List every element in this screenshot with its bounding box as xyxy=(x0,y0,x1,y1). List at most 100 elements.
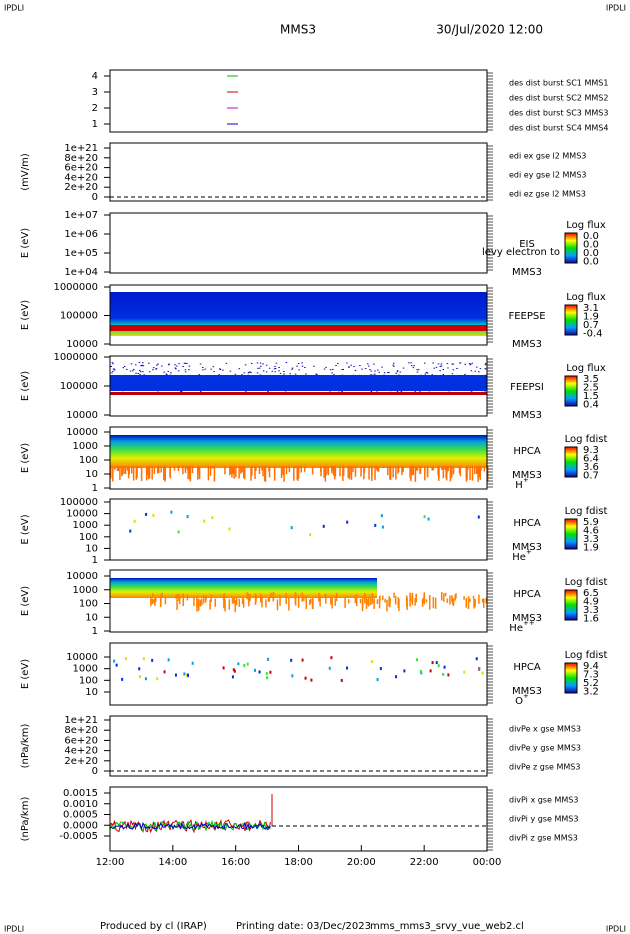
speck xyxy=(123,366,126,368)
speck xyxy=(255,466,257,471)
speck xyxy=(340,678,343,682)
speck xyxy=(368,466,370,480)
speck xyxy=(298,466,300,469)
colorbar xyxy=(564,304,578,336)
colorbar-label: 9.3 xyxy=(583,445,599,456)
legend-entry: des dist burst SC1 MMS1 xyxy=(509,79,608,88)
speck xyxy=(187,466,189,480)
speck xyxy=(116,466,119,471)
speck xyxy=(112,370,114,372)
speck xyxy=(148,362,150,364)
speck xyxy=(316,374,318,376)
y-tick-label: 1 xyxy=(92,119,98,130)
speck xyxy=(400,390,403,392)
speck xyxy=(127,466,130,479)
speck xyxy=(330,597,332,605)
speck xyxy=(378,597,381,609)
speck xyxy=(464,373,466,375)
speck xyxy=(419,669,422,673)
legend-entry: divPe y gse MMS3 xyxy=(509,744,581,753)
speck xyxy=(447,466,449,472)
speck xyxy=(378,371,380,373)
speck xyxy=(198,374,200,376)
speck xyxy=(238,368,241,370)
y-axis-label: E (eV) xyxy=(20,586,31,616)
speck xyxy=(241,597,244,604)
speck xyxy=(344,597,346,608)
speck xyxy=(212,366,215,368)
panel-frame xyxy=(109,715,488,777)
species: He+ xyxy=(512,548,532,563)
speck xyxy=(439,370,441,372)
speck xyxy=(431,466,433,471)
speck xyxy=(408,362,410,364)
speck xyxy=(248,596,250,607)
speck xyxy=(419,390,421,392)
speck xyxy=(437,363,440,365)
speck xyxy=(175,594,178,600)
speck xyxy=(156,466,159,474)
speck xyxy=(413,365,415,367)
speck xyxy=(411,466,413,476)
speck xyxy=(285,362,288,364)
speck xyxy=(124,466,127,475)
speck xyxy=(234,373,237,375)
speck xyxy=(283,466,285,482)
speck xyxy=(434,597,437,609)
y-tick-label: 100 xyxy=(79,675,98,686)
speck xyxy=(369,597,372,606)
colorbar-label: 6.5 xyxy=(583,588,599,599)
speck xyxy=(246,592,248,600)
y-tick-label: 1e+05 xyxy=(64,248,98,259)
speck xyxy=(285,466,288,475)
speck xyxy=(445,466,448,481)
speck xyxy=(151,466,153,480)
panel-frame xyxy=(109,569,488,633)
speck xyxy=(156,677,159,681)
speck xyxy=(300,466,303,473)
y-tick-label: 10000 xyxy=(66,427,98,438)
speck xyxy=(210,368,212,370)
speck xyxy=(475,366,478,368)
x-tick-label: 12:00 xyxy=(96,857,125,868)
speck xyxy=(294,373,297,375)
speck xyxy=(294,466,297,469)
speck xyxy=(138,466,141,469)
speck xyxy=(373,363,375,365)
speck xyxy=(392,364,394,366)
speck xyxy=(368,365,370,367)
speck xyxy=(274,365,276,367)
speck xyxy=(279,372,282,374)
speck xyxy=(301,362,303,364)
colorbar-title: Log flux xyxy=(566,220,606,231)
speck xyxy=(367,363,369,365)
speck xyxy=(228,527,231,531)
speck xyxy=(471,466,474,481)
speck xyxy=(360,466,362,477)
speck xyxy=(200,390,202,392)
speck xyxy=(374,370,376,372)
speck xyxy=(123,466,125,474)
speck xyxy=(478,371,480,373)
speck xyxy=(331,597,333,609)
speck xyxy=(475,466,478,475)
speck xyxy=(470,370,473,372)
panel-label: EIS xyxy=(519,239,535,250)
speck xyxy=(113,368,115,370)
speck xyxy=(393,365,395,367)
colorbar-label: 1.9 xyxy=(583,543,599,554)
y-tick-label: 0.0010 xyxy=(63,799,98,810)
speck xyxy=(278,366,280,368)
speck xyxy=(167,370,170,372)
panel-label: MMS3 xyxy=(512,470,542,481)
speck xyxy=(377,466,380,472)
speck xyxy=(484,390,486,392)
speck xyxy=(159,595,162,608)
y-axis-label: (nPa/km) xyxy=(20,797,31,842)
speck xyxy=(414,391,416,393)
colorbar-label: 0.0 xyxy=(583,231,599,242)
file-name: mms_mms3_srvy_vue_web2.cl xyxy=(370,921,524,932)
speck xyxy=(256,362,259,364)
speck xyxy=(223,596,225,609)
speck xyxy=(156,364,158,366)
